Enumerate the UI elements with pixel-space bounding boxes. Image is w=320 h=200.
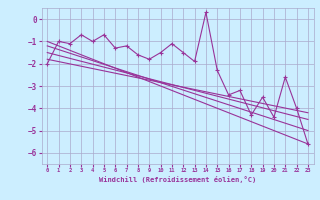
X-axis label: Windchill (Refroidissement éolien,°C): Windchill (Refroidissement éolien,°C): [99, 176, 256, 183]
